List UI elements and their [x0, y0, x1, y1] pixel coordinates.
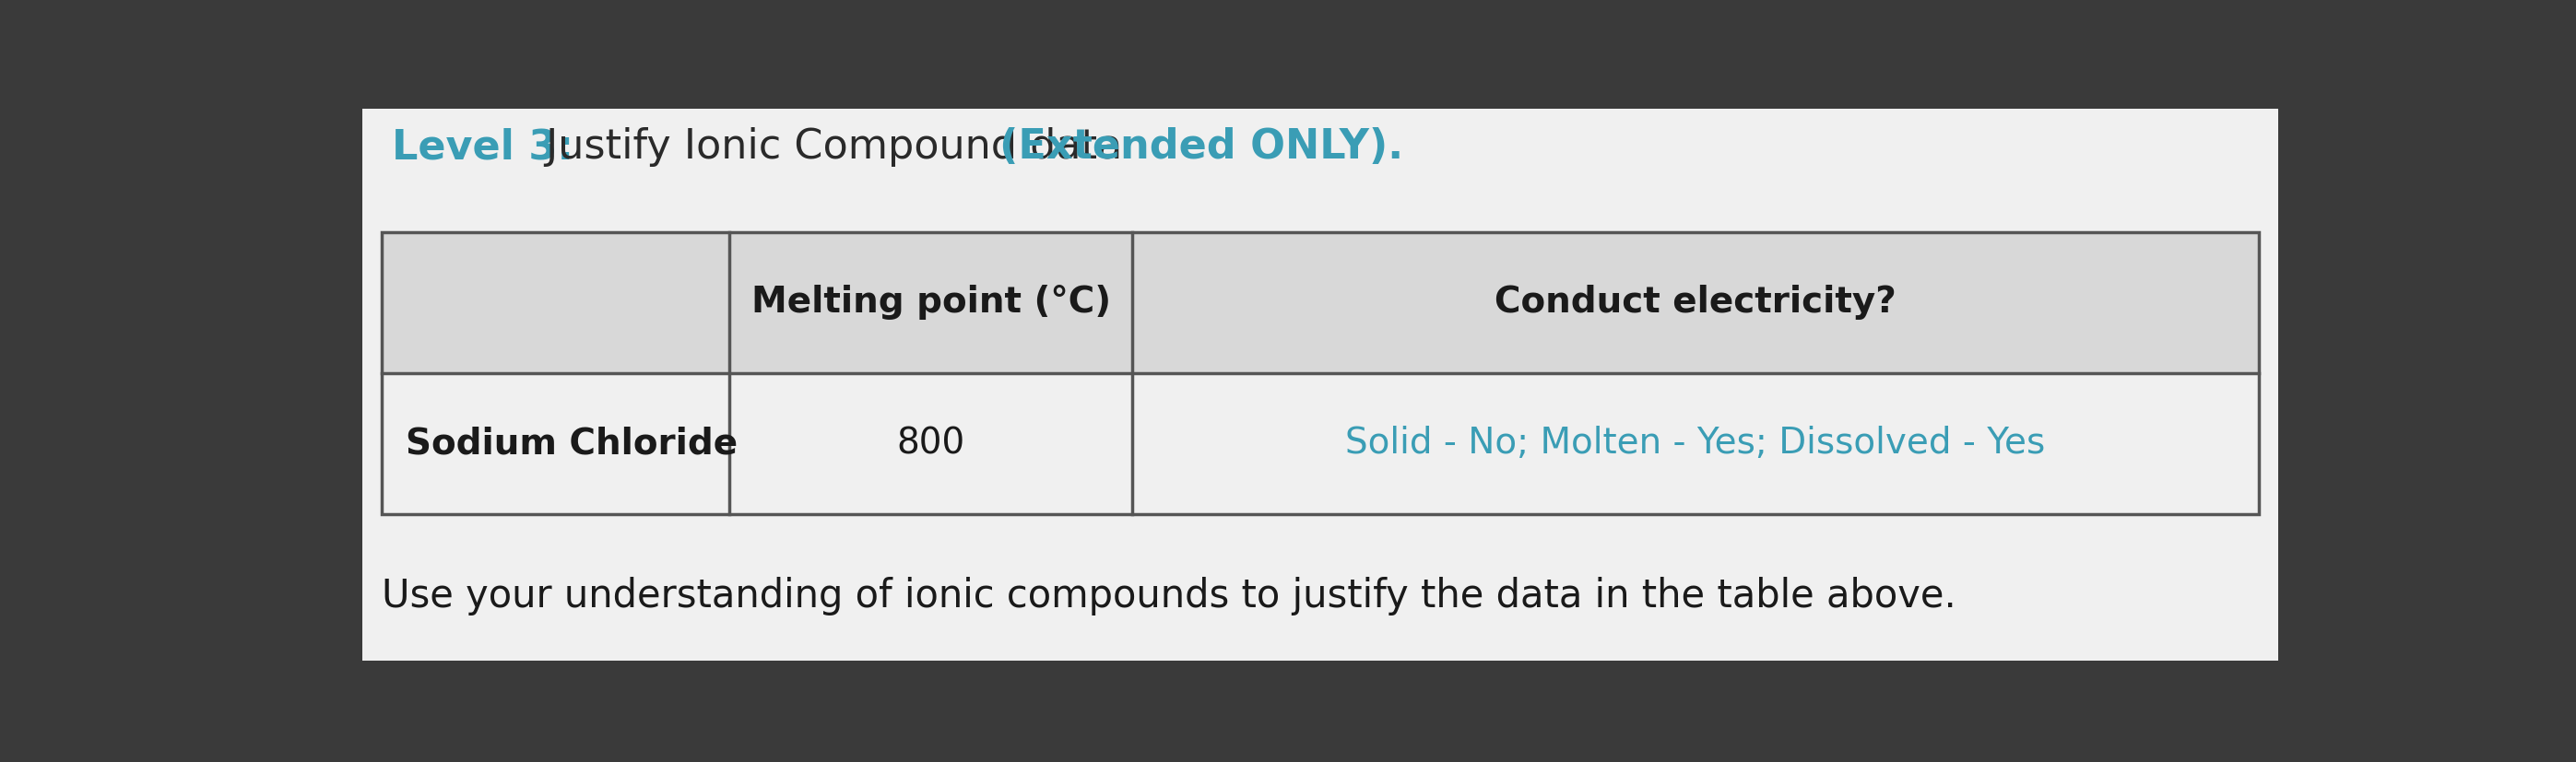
Text: 800: 800 — [896, 426, 966, 461]
Text: Level 3:: Level 3: — [392, 127, 574, 167]
Text: Use your understanding of ionic compounds to justify the data in the table above: Use your understanding of ionic compound… — [381, 577, 1955, 616]
Text: (Extended ONLY).: (Extended ONLY). — [999, 127, 1404, 167]
FancyBboxPatch shape — [381, 232, 2259, 373]
Text: Melting point (°C): Melting point (°C) — [752, 285, 1110, 320]
FancyBboxPatch shape — [381, 373, 2259, 514]
Text: Sodium Chloride: Sodium Chloride — [407, 426, 737, 461]
FancyBboxPatch shape — [361, 109, 2277, 661]
Text: Justify Ionic Compound data: Justify Ionic Compound data — [533, 127, 1136, 167]
Text: Conduct electricity?: Conduct electricity? — [1494, 285, 1896, 320]
Text: Solid - No; Molten - Yes; Dissolved - Yes: Solid - No; Molten - Yes; Dissolved - Ye… — [1345, 426, 2045, 461]
